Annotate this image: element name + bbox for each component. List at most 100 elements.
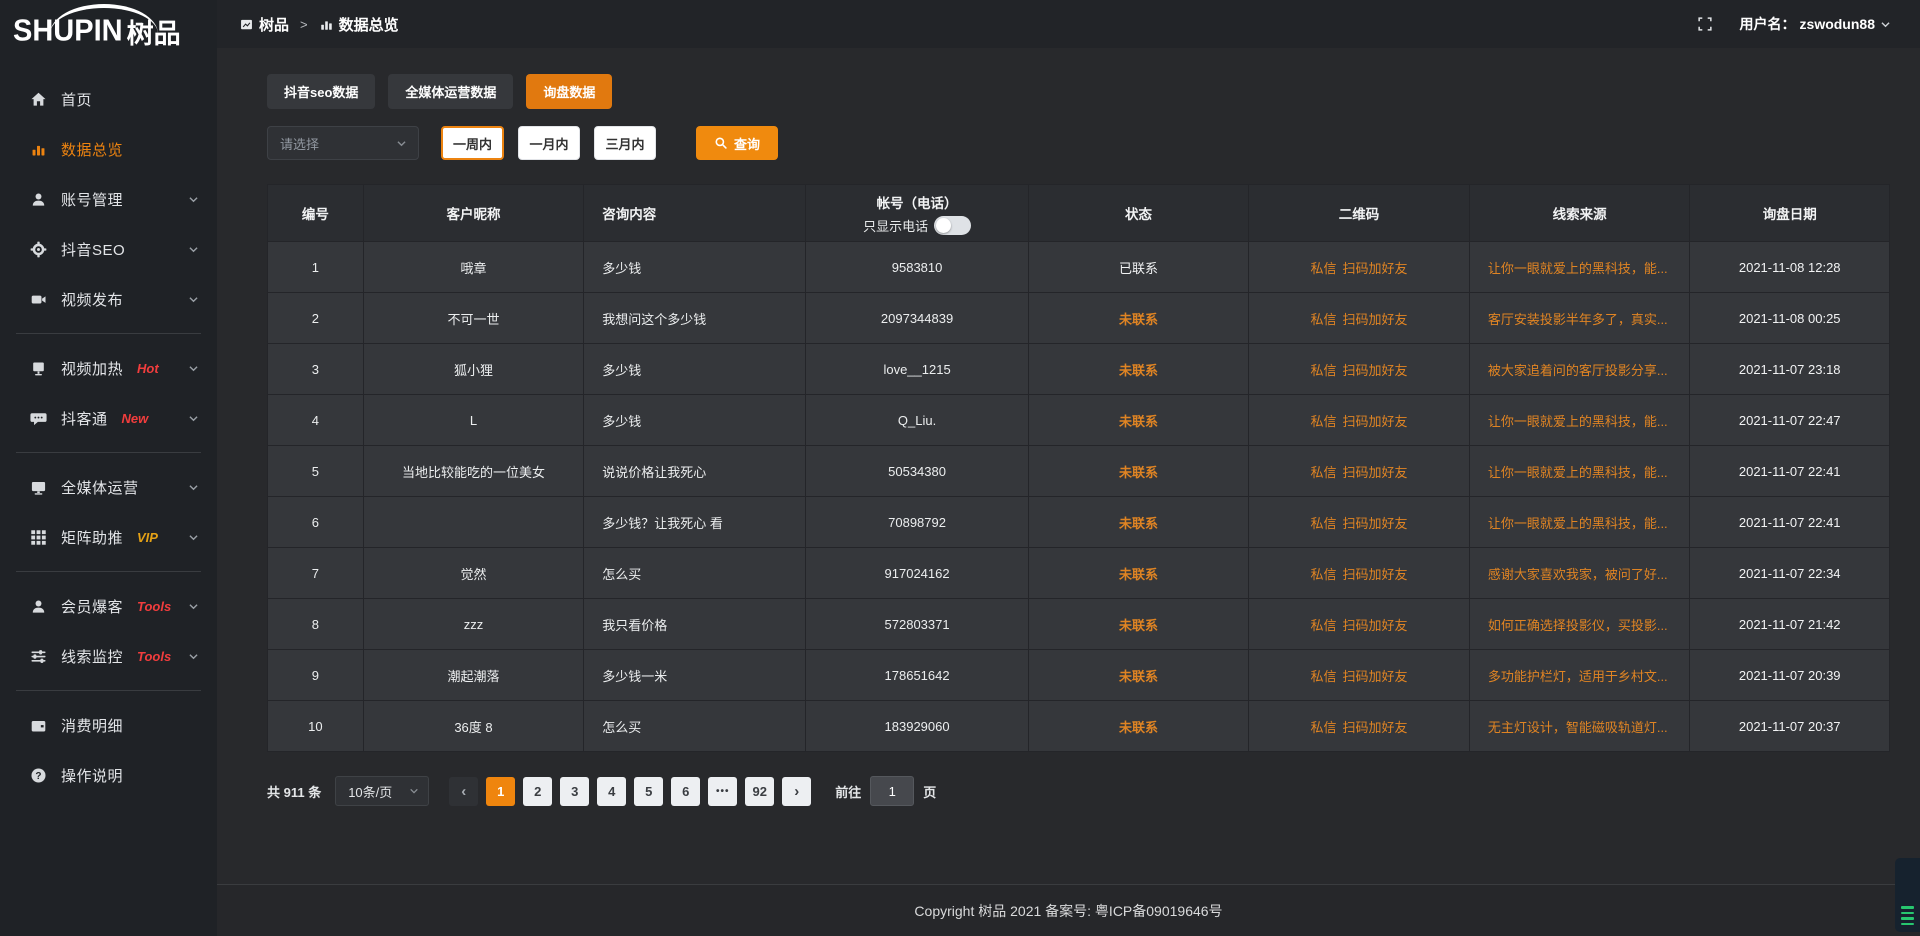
lead-source-link[interactable]: 让你一眼就爱上的黑科技，能... <box>1487 515 1668 531</box>
data-tab[interactable]: 抖音seo数据 <box>267 74 376 109</box>
lead-source-link[interactable]: 多功能护栏灯，适用于乡村文... <box>1487 668 1668 684</box>
prev-page-button[interactable]: ‹ <box>449 776 479 806</box>
page-button[interactable]: ••• <box>708 776 738 806</box>
private-message-link[interactable]: 私信 <box>1310 362 1337 378</box>
page-button[interactable]: 2 <box>523 776 553 806</box>
private-message-link[interactable]: 私信 <box>1310 719 1337 735</box>
cell-nickname: 36度 8 <box>362 700 585 752</box>
breadcrumb-app[interactable]: 树品 <box>239 14 289 35</box>
lead-source-link[interactable]: 无主灯设计，智能磁吸轨道灯... <box>1487 719 1668 735</box>
cell-qrcode: 私信 扫码加好友 <box>1248 649 1470 701</box>
next-page-button[interactable]: › <box>782 776 812 806</box>
sidebar-item[interactable]: 首页 <box>0 74 217 124</box>
user-menu[interactable]: 用户名： zswodun88 <box>1740 14 1892 34</box>
goto-page-input[interactable] <box>870 776 915 806</box>
filter-select-placeholder: 请选择 <box>280 136 320 152</box>
cell-nickname: 潮起潮落 <box>362 649 585 701</box>
data-tab[interactable]: 询盘数据 <box>526 74 613 109</box>
cell-date: 2021-11-07 22:34 <box>1689 547 1890 599</box>
private-message-link[interactable]: 私信 <box>1310 566 1337 582</box>
cell-id: 8 <box>267 598 364 650</box>
sidebar-item[interactable]: 视频发布 <box>0 274 217 324</box>
private-message-link[interactable]: 私信 <box>1310 311 1337 327</box>
cell-account: 183929060 <box>805 700 1029 752</box>
scan-qr-add-friend-link[interactable]: 扫码加好友 <box>1342 362 1408 378</box>
status-badge: 已联系 <box>1118 260 1158 276</box>
phone-only-toggle[interactable] <box>934 215 972 235</box>
private-message-link[interactable]: 私信 <box>1310 260 1337 276</box>
scan-qr-add-friend-link[interactable]: 扫码加好友 <box>1342 719 1408 735</box>
sidebar-item[interactable]: 全媒体运营 <box>0 462 217 512</box>
scan-qr-add-friend-link[interactable]: 扫码加好友 <box>1342 311 1408 327</box>
period-button[interactable]: 一周内 <box>441 126 505 160</box>
private-message-link[interactable]: 私信 <box>1310 413 1337 429</box>
table-row: 5 当地比较能吃的一位美女 说说价格让我死心 50534380 未联系 私信 扫码… <box>267 445 1890 497</box>
sidebar-item-badge: Tools <box>137 598 172 614</box>
cell-date: 2021-11-07 22:41 <box>1689 496 1890 548</box>
scan-qr-add-friend-link[interactable]: 扫码加好友 <box>1342 515 1408 531</box>
page-button[interactable]: 4 <box>597 776 627 806</box>
lead-source-link[interactable]: 让你一眼就爱上的黑科技，能... <box>1487 413 1668 429</box>
sidebar-item-icon <box>30 410 47 427</box>
breadcrumb-page[interactable]: 数据总览 <box>319 14 399 35</box>
private-message-link[interactable]: 私信 <box>1310 464 1337 480</box>
scan-qr-add-friend-link[interactable]: 扫码加好友 <box>1342 260 1408 276</box>
sidebar-item[interactable]: 线索监控 Tools <box>0 631 217 681</box>
scan-qr-add-friend-link[interactable]: 扫码加好友 <box>1342 668 1408 684</box>
page-size-select[interactable]: 10条/页 <box>335 776 430 806</box>
col-header-qrcode: 二维码 <box>1248 184 1470 242</box>
floating-widget[interactable] <box>1895 858 1920 932</box>
username-value: zswodun88 <box>1799 16 1875 32</box>
sidebar-item-icon <box>30 648 47 665</box>
chevron-down-icon <box>187 531 200 544</box>
private-message-link[interactable]: 私信 <box>1310 668 1337 684</box>
period-button[interactable]: 一月内 <box>518 126 581 160</box>
sidebar-item[interactable]: 矩阵助推 VIP <box>0 512 217 562</box>
cell-account: 178651642 <box>805 649 1029 701</box>
sidebar-item[interactable]: 消费明细 <box>0 700 217 750</box>
scan-qr-add-friend-link[interactable]: 扫码加好友 <box>1342 566 1408 582</box>
sidebar-item-badge: New <box>121 410 149 426</box>
lead-source-link[interactable]: 客厅安装投影半年多了，真实... <box>1487 311 1668 327</box>
period-button[interactable]: 三月内 <box>594 126 657 160</box>
scan-qr-add-friend-link[interactable]: 扫码加好友 <box>1342 617 1408 633</box>
search-button[interactable]: 查询 <box>696 126 779 160</box>
sidebar-item-label: 线索监控 <box>61 648 124 666</box>
table-row: 7 觉然 怎么买 917024162 未联系 私信 扫码加好友 感谢大家喜欢我家，… <box>267 547 1890 599</box>
sidebar-item[interactable]: 账号管理 <box>0 174 217 224</box>
scan-qr-add-friend-link[interactable]: 扫码加好友 <box>1342 413 1408 429</box>
cell-account: 2097344839 <box>805 292 1029 344</box>
breadcrumb: 树品 > 数据总览 <box>239 14 399 35</box>
lead-source-link[interactable]: 被大家追着问的客厅投影分享... <box>1487 362 1668 378</box>
page-button[interactable]: 1 <box>486 776 516 806</box>
sidebar-item-label: 抖客通 <box>61 410 108 428</box>
page-button[interactable]: 3 <box>560 776 590 806</box>
lead-source-link[interactable]: 如何正确选择投影仪，买投影... <box>1487 617 1668 633</box>
fullscreen-icon[interactable] <box>1696 15 1714 33</box>
private-message-link[interactable]: 私信 <box>1310 515 1337 531</box>
sidebar-item[interactable]: 视频加热 Hot <box>0 343 217 393</box>
sidebar-item[interactable]: 抖音SEO <box>0 224 217 274</box>
filter-select[interactable]: 请选择 <box>267 126 419 160</box>
sidebar-item[interactable]: 操作说明 <box>0 750 217 800</box>
cell-status: 未联系 <box>1027 394 1250 446</box>
cell-account: 572803371 <box>805 598 1029 650</box>
sidebar-item[interactable]: 数据总览 <box>0 124 217 174</box>
lead-source-link[interactable]: 让你一眼就爱上的黑科技，能... <box>1487 260 1668 276</box>
scan-qr-add-friend-link[interactable]: 扫码加好友 <box>1342 464 1408 480</box>
page-button[interactable]: 6 <box>671 776 701 806</box>
private-message-link[interactable]: 私信 <box>1310 617 1337 633</box>
cell-source: 让你一眼就爱上的黑科技，能... <box>1468 394 1691 446</box>
sidebar-item-label: 消费明细 <box>61 717 124 735</box>
page-button[interactable]: 5 <box>634 776 664 806</box>
lead-source-link[interactable]: 让你一眼就爱上的黑科技，能... <box>1487 464 1668 480</box>
data-tab[interactable]: 全媒体运营数据 <box>388 74 514 109</box>
cell-account: Q_Liu. <box>805 394 1029 446</box>
cell-source: 让你一眼就爱上的黑科技，能... <box>1468 445 1691 497</box>
page-button[interactable]: 92 <box>745 776 775 806</box>
status-badge: 未联系 <box>1118 719 1158 735</box>
sidebar-item[interactable]: 抖客通 New <box>0 393 217 443</box>
lead-source-link[interactable]: 感谢大家喜欢我家，被问了好... <box>1487 566 1668 582</box>
cell-id: 7 <box>267 547 364 599</box>
sidebar-item[interactable]: 会员爆客 Tools <box>0 581 217 631</box>
